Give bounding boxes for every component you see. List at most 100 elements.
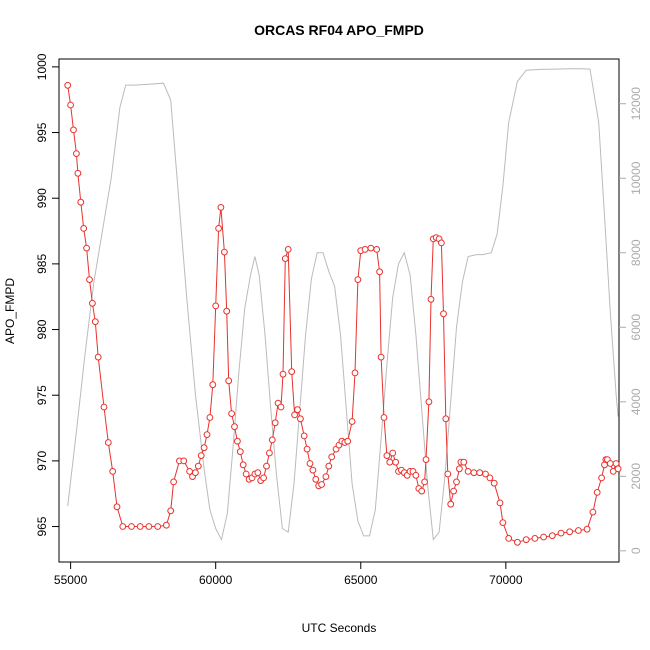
data-point <box>344 437 352 445</box>
x-tick-label: 70000 <box>489 573 523 587</box>
data-point <box>614 465 622 473</box>
data-point <box>606 460 614 467</box>
data-point <box>86 276 93 284</box>
data-point <box>284 246 292 253</box>
data-point <box>279 370 287 378</box>
data-point <box>312 475 320 483</box>
data-point <box>281 255 289 263</box>
data-point <box>303 445 311 453</box>
data-point <box>566 528 574 536</box>
data-point <box>589 508 597 516</box>
data-point <box>522 536 530 544</box>
altitude-series <box>67 68 619 542</box>
data-point <box>514 538 521 546</box>
data-point <box>239 461 247 469</box>
data-point <box>499 519 507 526</box>
y2-tick-label: 6000 <box>629 314 643 341</box>
data-point <box>263 462 270 470</box>
data-point <box>77 198 85 206</box>
data-point <box>104 439 112 446</box>
data-point <box>154 523 162 530</box>
data-point <box>212 302 220 310</box>
data-point <box>418 487 426 495</box>
x-tick-label: 60000 <box>199 573 233 587</box>
data-point <box>575 527 582 534</box>
altitude-line <box>67 68 619 542</box>
x-tick-label: 65000 <box>344 573 378 587</box>
data-point <box>440 310 447 318</box>
data-point <box>80 225 88 232</box>
y-tick-label: 1000 <box>35 53 49 80</box>
data-point <box>163 521 170 529</box>
data-point <box>91 318 99 326</box>
data-point <box>386 458 394 466</box>
data-point <box>438 239 445 247</box>
data-point <box>194 462 202 470</box>
data-point <box>113 503 121 511</box>
data-point <box>145 523 153 530</box>
data-point <box>322 473 330 481</box>
data-point <box>496 499 504 507</box>
data-point <box>223 307 231 315</box>
x-axis-label: UTC Seconds <box>302 621 377 635</box>
data-point <box>450 487 458 495</box>
y2-tick-label: 8000 <box>629 239 643 266</box>
data-point <box>318 481 326 488</box>
data-point <box>215 225 223 232</box>
y-axis-label: APO_FMPD <box>3 278 17 344</box>
y2-tick-label: 4000 <box>629 388 643 415</box>
data-point <box>136 523 144 530</box>
data-point <box>505 535 513 542</box>
data-point <box>167 507 175 515</box>
data-point <box>277 403 285 411</box>
data-point <box>593 489 601 496</box>
data-point <box>268 436 276 444</box>
data-point <box>354 276 362 284</box>
data-point <box>70 126 77 134</box>
data-point <box>456 465 463 473</box>
data-point <box>288 368 296 376</box>
data-point <box>540 533 547 541</box>
y-tick-label: 980 <box>35 319 49 339</box>
data-point <box>180 457 188 465</box>
data-point <box>367 244 375 252</box>
data-point <box>421 478 429 486</box>
data-point <box>470 469 478 477</box>
data-point <box>348 418 356 425</box>
data-point <box>373 246 381 253</box>
data-point <box>447 500 455 508</box>
data-point <box>425 398 433 406</box>
data-point <box>221 248 228 256</box>
y-tick-label: 965 <box>35 516 49 536</box>
data-point <box>100 403 108 411</box>
data-point <box>271 419 279 427</box>
y2-axis: 0 2000 4000 6000 8000 10000 12000 <box>619 87 643 554</box>
data-point <box>412 471 420 479</box>
y2-tick-label: 2000 <box>629 463 643 490</box>
data-point <box>383 452 391 460</box>
data-point <box>74 169 82 177</box>
apo-fmpd-series <box>64 81 622 546</box>
data-point <box>128 523 135 530</box>
plot-frame <box>58 58 620 563</box>
data-point <box>297 415 304 423</box>
data-point <box>306 460 314 467</box>
chart-title: ORCAS RF04 APO_FMPD <box>254 22 424 38</box>
x-axis: 55000 60000 65000 70000 <box>54 562 523 587</box>
data-point <box>422 456 430 464</box>
apo-fmpd-line <box>67 85 619 543</box>
y-tick-label: 985 <box>35 254 49 274</box>
data-point <box>260 474 268 482</box>
data-point <box>294 406 301 414</box>
data-point <box>598 474 605 482</box>
data-point <box>67 101 74 109</box>
data-point <box>328 453 336 461</box>
data-point <box>389 449 397 457</box>
data-point <box>254 469 262 477</box>
data-point <box>392 458 400 466</box>
data-point <box>380 414 388 421</box>
data-point <box>453 478 460 486</box>
data-point <box>231 423 238 431</box>
data-point <box>557 529 565 537</box>
